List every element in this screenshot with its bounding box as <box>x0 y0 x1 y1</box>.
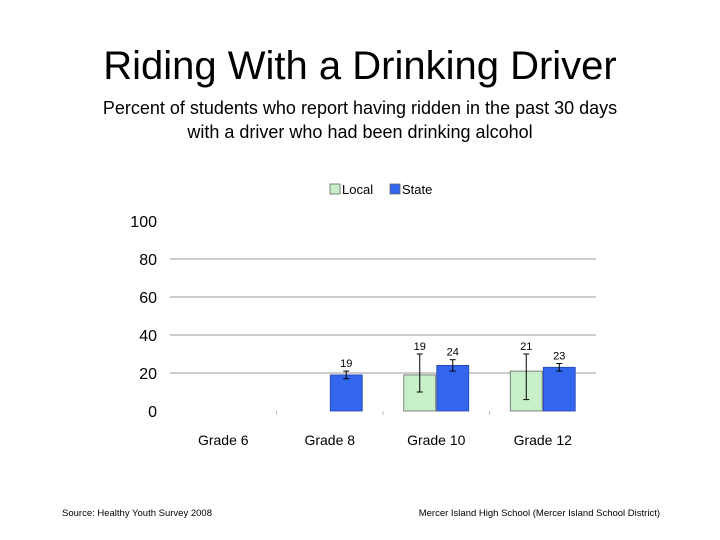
x-category-label: Grade 6 <box>198 432 249 448</box>
source-footer: Source: Healthy Youth Survey 2008 <box>62 508 212 519</box>
school-footer: Mercer Island High School (Mercer Island… <box>418 508 660 519</box>
x-category-label: Grade 10 <box>407 432 466 448</box>
x-category-label: Grade 12 <box>514 432 573 448</box>
page-subtitle: Percent of students who report having ri… <box>40 96 680 144</box>
bar-state <box>436 364 470 412</box>
bar-state <box>329 374 363 412</box>
data-label: 21 <box>520 341 532 353</box>
data-label: 19 <box>340 358 352 370</box>
data-label: 19 <box>414 341 426 353</box>
y-tick-label: 0 <box>148 404 157 421</box>
data-label: 23 <box>553 351 565 363</box>
page-title: Riding With a Drinking Driver <box>103 44 617 88</box>
bar-chart: 0 20 40 60 80 100 Grade 6 Grade 8 Grade 10 Grade … <box>130 182 596 448</box>
y-tick-label: 20 <box>139 366 157 383</box>
data-label: 24 <box>447 347 459 359</box>
subtitle-line-1: Percent of students who report having ri… <box>102 98 618 118</box>
y-tick-label: 40 <box>139 328 157 345</box>
legend-swatch-local <box>329 183 341 195</box>
y-tick-label: 100 <box>130 214 157 231</box>
bar-state <box>542 366 576 412</box>
subtitle-line-2: with a driver who had been drinking alco… <box>187 122 533 142</box>
legend-swatch-state <box>389 183 401 195</box>
x-category-label: Grade 8 <box>304 432 355 448</box>
legend-label-state: State <box>402 182 432 197</box>
y-tick-label: 80 <box>139 252 157 269</box>
legend-label-local: Local <box>342 182 373 197</box>
y-tick-label: 60 <box>139 290 157 307</box>
